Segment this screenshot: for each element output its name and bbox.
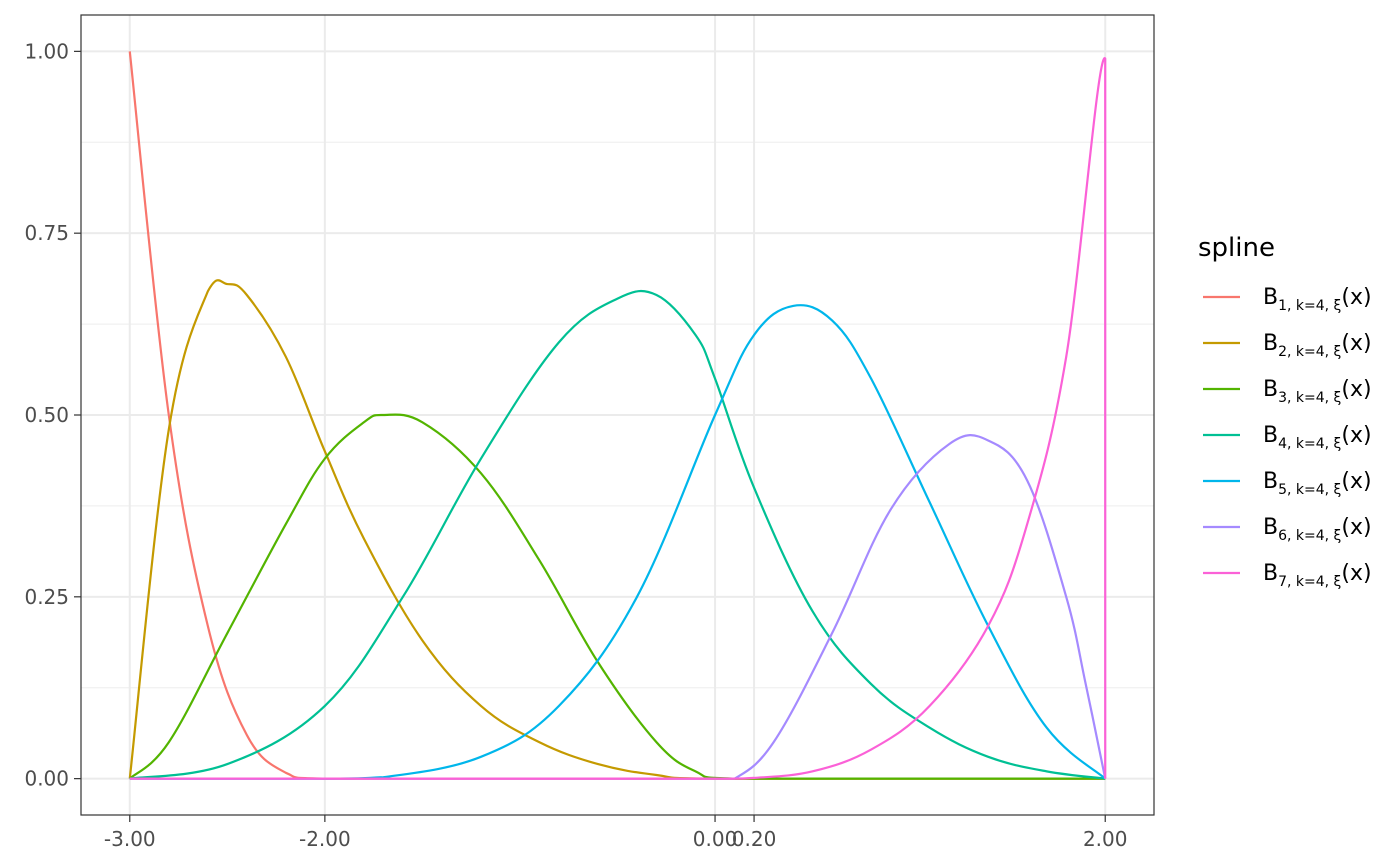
legend-label-suffix: (x) [1341,469,1371,494]
legend-label: B6, k=4, ξ(x) [1263,515,1372,544]
legend-label-suffix: (x) [1341,423,1371,448]
series-line-3 [129,413,1106,780]
legend-label-suffix: (x) [1341,515,1371,540]
legend-item: B7, k=4, ξ(x) [1203,561,1372,590]
legend-item: B2, k=4, ξ(x) [1203,331,1372,360]
legend-label-suffix: (x) [1341,285,1371,310]
x-tick-label: -3.00 [104,827,156,851]
legend-label-subscript: 7, k=4, ξ [1278,574,1341,590]
x-tick-label: 0.00 [693,827,738,851]
x-tick-label: 0.20 [732,827,777,851]
legend-item: B1, k=4, ξ(x) [1203,285,1372,314]
legend-label-suffix: (x) [1341,331,1371,356]
legend-label-suffix: (x) [1341,561,1371,586]
legend-label: B7, k=4, ξ(x) [1263,561,1372,590]
legend-item: B4, k=4, ξ(x) [1203,423,1372,452]
series-layer [128,51,1107,780]
series-line-7 [129,57,1107,780]
x-tick-label: 2.00 [1083,827,1128,851]
legend-label-base: B [1263,377,1278,402]
legend-label-base: B [1263,515,1278,540]
y-tick-label: 0.00 [24,767,69,791]
legend-label: B1, k=4, ξ(x) [1263,285,1372,314]
legend-label: B4, k=4, ξ(x) [1263,423,1372,452]
legend-label-subscript: 5, k=4, ξ [1278,482,1341,498]
legend-label-base: B [1263,285,1278,310]
legend-label-suffix: (x) [1341,377,1371,402]
series-line-4 [129,289,1106,780]
y-tick-label: 0.50 [24,403,69,427]
legend-label-base: B [1263,561,1278,586]
legend-label: B3, k=4, ξ(x) [1263,377,1372,406]
legend-item: B3, k=4, ξ(x) [1203,377,1372,406]
legend-item: B5, k=4, ξ(x) [1203,469,1372,498]
legend-label-base: B [1263,423,1278,448]
legend-label-subscript: 3, k=4, ξ [1278,390,1341,406]
legend-label: B5, k=4, ξ(x) [1263,469,1372,498]
series-line-5 [129,304,1106,780]
legend-label-base: B [1263,469,1278,494]
x-tick-label: -2.00 [299,827,351,851]
legend-title: spline [1198,233,1275,263]
legend-label: B2, k=4, ξ(x) [1263,331,1372,360]
y-tick-label: 0.25 [24,585,69,609]
legend-label-subscript: 2, k=4, ξ [1278,344,1341,360]
legend-label-subscript: 4, k=4, ξ [1278,436,1341,452]
y-tick-label: 1.00 [24,39,69,63]
series-line-2 [128,279,1106,780]
minor-gridlines [81,141,1154,689]
legend-label-subscript: 6, k=4, ξ [1278,528,1341,544]
axis-layer: 0.000.250.500.751.00-3.00 -2.00 0.000.20 2.… [24,39,1127,851]
y-tick-label: 0.75 [24,221,69,245]
legend-label-subscript: 1, k=4, ξ [1278,298,1341,314]
legend-item: B6, k=4, ξ(x) [1203,515,1372,544]
legend-label-base: B [1263,331,1278,356]
